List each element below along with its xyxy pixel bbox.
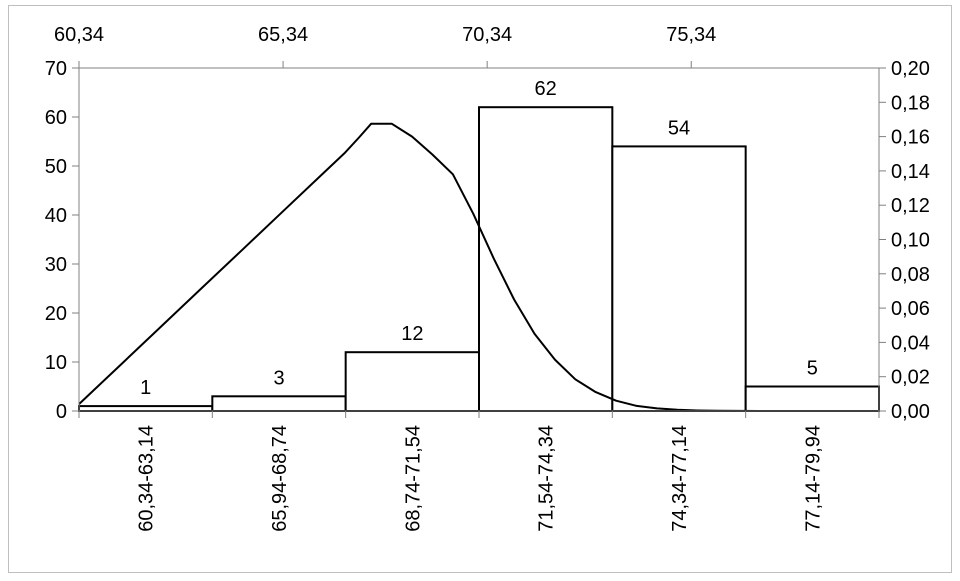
y-tick-label: 20 — [45, 303, 67, 325]
y2-tick-label: 0,00 — [891, 401, 930, 423]
axes-group — [72, 61, 886, 418]
y2-tick-label: 0,04 — [891, 332, 930, 354]
data-label: 54 — [668, 117, 690, 139]
x2-tick-label: 70,34 — [462, 24, 512, 46]
labels-group: 0 10 20 30 40 50 60 70 0,00 0,02 0,04 0,06 0,08 0,10 0… — [45, 24, 930, 532]
y-tick-label: 50 — [45, 156, 67, 178]
y2-tick-label: 0,12 — [891, 195, 930, 217]
bar-1 — [78, 405, 214, 413]
category-label: 77,14-79,94 — [802, 425, 824, 532]
data-label: 12 — [401, 323, 423, 345]
y-tick-label: 70 — [45, 58, 67, 80]
x2-tick-label: 75,34 — [666, 24, 716, 46]
data-label: 5 — [807, 358, 818, 380]
y-tick-label: 60 — [45, 107, 67, 129]
bars-group — [78, 106, 881, 413]
density-curve — [78, 122, 879, 412]
bar-3 — [344, 351, 480, 413]
histogram-chart: 0 10 20 30 40 50 60 70 0,00 0,02 0,04 0,06 0,08 0,10 0… — [45, 24, 930, 532]
y2-tick-label: 0,14 — [891, 161, 930, 183]
category-label: 65,94-68,74 — [269, 425, 291, 532]
curve-group — [78, 122, 879, 412]
y-tick-label: 0 — [56, 401, 67, 423]
category-label: 60,34-63,14 — [136, 425, 158, 532]
y2-tick-label: 0,02 — [891, 367, 930, 389]
data-label: 3 — [273, 367, 284, 389]
y2-tick-label: 0,06 — [891, 298, 930, 320]
bar-5 — [611, 145, 747, 412]
x2-tick-label: 60,34 — [54, 24, 104, 46]
category-label: 74,34-77,14 — [669, 425, 691, 532]
y2-tick-label: 0,08 — [891, 264, 930, 286]
y-tick-label: 10 — [45, 352, 67, 374]
bar-6 — [744, 385, 881, 412]
category-label: 68,74-71,54 — [402, 425, 424, 532]
y-tick-label: 30 — [45, 254, 67, 276]
chart-frame: 0 10 20 30 40 50 60 70 0,00 0,02 0,04 0,06 0,08 0,10 0… — [8, 5, 952, 573]
data-label: 62 — [535, 78, 557, 100]
y2-tick-label: 0,20 — [891, 58, 930, 80]
bar-2 — [211, 395, 347, 412]
data-label: 1 — [140, 377, 151, 399]
y-tick-label: 40 — [45, 205, 67, 227]
y2-tick-label: 0,10 — [891, 230, 930, 252]
category-label: 71,54-74,34 — [536, 425, 558, 532]
y2-tick-label: 0,16 — [891, 127, 930, 149]
x2-tick-label: 65,34 — [258, 24, 308, 46]
bar-4 — [478, 106, 614, 412]
y2-tick-label: 0,18 — [891, 92, 930, 114]
